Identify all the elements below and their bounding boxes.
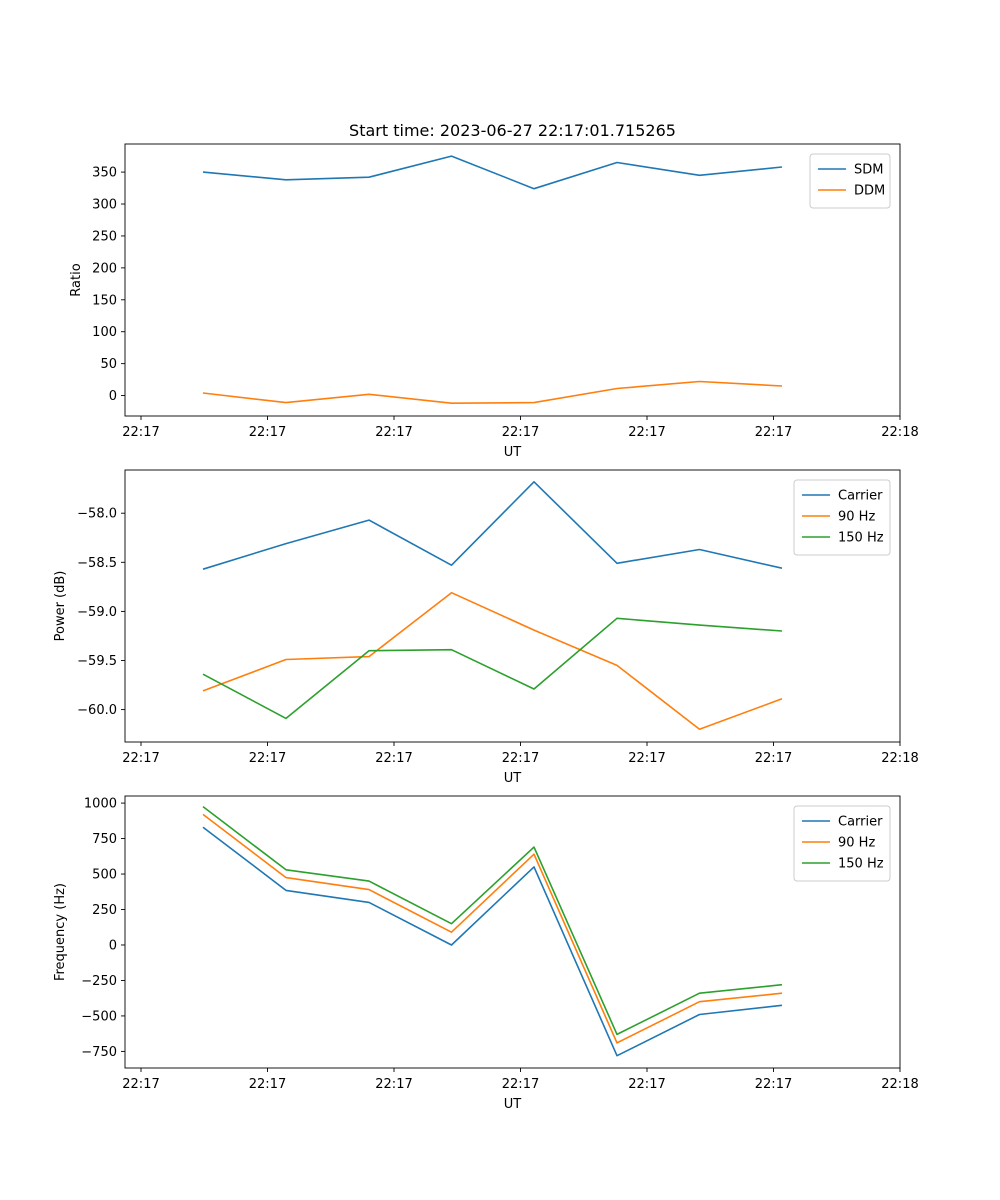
x-tick-label: 22:17 <box>502 1077 539 1092</box>
x-tick-label: 22:17 <box>755 751 792 766</box>
y-tick-label: −58.5 <box>77 556 117 571</box>
y-tick-label: −59.5 <box>77 654 117 669</box>
axes-frame <box>124 795 901 1069</box>
legend: Carrier 90 Hz 150 Hz <box>793 805 891 882</box>
legend-label: Carrier <box>838 815 883 830</box>
x-tick-label: 22:17 <box>628 1077 665 1092</box>
x-tick-label: 22:17 <box>375 751 412 766</box>
chart-panel-2: 22:17 22:17 22:17 22:17 22:17 22:17 22:18 −60.0… <box>53 469 919 786</box>
chart-panel-1: 22:17 22:17 22:17 22:17 22:17 22:17 22:18 0 50 10… <box>69 143 919 460</box>
plots-container: 22:17 22:17 22:17 22:17 22:17 22:17 22:18 0 50 10… <box>53 143 919 1112</box>
y-tick-label: −250 <box>81 974 117 989</box>
x-tick-label: 22:17 <box>375 425 412 440</box>
x-tick-label: 22:17 <box>249 751 286 766</box>
legend-label: 90 Hz <box>838 510 875 525</box>
y-tick-label: −59.0 <box>77 605 117 620</box>
y-tick-label: 350 <box>92 166 117 181</box>
legend-box <box>809 153 891 209</box>
chart-panel-3: 22:17 22:17 22:17 22:17 22:17 22:17 22:18 −750 −… <box>53 795 919 1112</box>
x-tick-label: 22:17 <box>249 1077 286 1092</box>
series-line-150-hz <box>202 805 783 1036</box>
y-tick-label: 0 <box>109 389 117 404</box>
series-line-carrier <box>202 480 783 570</box>
series-line-sdm <box>202 155 783 190</box>
x-tick-label: 22:17 <box>502 751 539 766</box>
legend-label: 150 Hz <box>838 531 884 546</box>
y-tick-label: −500 <box>81 1009 117 1024</box>
series-line-ddm <box>202 380 783 405</box>
y-tick-label: 1000 <box>84 797 117 812</box>
y-tick-label: 250 <box>92 229 117 244</box>
series-line-90-hz <box>202 813 783 1044</box>
legend-label: Carrier <box>838 489 883 504</box>
y-axis-label: Power (dB) <box>53 571 68 642</box>
figure-title: Start time: 2023-06-27 22:17:01.715265 <box>349 121 676 140</box>
axes-frame <box>124 469 901 743</box>
y-tick-label: 250 <box>92 903 117 918</box>
legend-label: SDM <box>854 163 883 178</box>
axes-frame <box>124 143 901 417</box>
y-tick-label: 200 <box>92 261 117 276</box>
series-line-90-hz <box>202 591 783 731</box>
x-tick-label: 22:17 <box>122 425 159 440</box>
y-tick-label: −750 <box>81 1045 117 1060</box>
x-tick-label: 22:18 <box>881 425 918 440</box>
x-tick-label: 22:17 <box>502 425 539 440</box>
x-tick-label: 22:17 <box>122 751 159 766</box>
x-tick-label: 22:18 <box>881 1077 918 1092</box>
y-tick-label: 150 <box>92 293 117 308</box>
series-line-150-hz <box>202 617 783 720</box>
series-line-carrier <box>202 826 783 1057</box>
x-tick-label: 22:17 <box>755 1077 792 1092</box>
y-tick-label: −60.0 <box>77 703 117 718</box>
y-tick-label: 750 <box>92 832 117 847</box>
x-axis-label: UT <box>504 771 522 786</box>
y-tick-label: 0 <box>109 938 117 953</box>
x-axis-label: UT <box>504 1097 522 1112</box>
legend: SDM DDM <box>809 153 891 209</box>
legend-label: 90 Hz <box>838 836 875 851</box>
y-tick-label: 50 <box>100 357 117 372</box>
x-axis-label: UT <box>504 445 522 460</box>
x-tick-label: 22:17 <box>628 751 665 766</box>
x-tick-label: 22:17 <box>249 425 286 440</box>
legend-label: DDM <box>854 184 885 199</box>
x-tick-label: 22:18 <box>881 751 918 766</box>
legend-label: 150 Hz <box>838 857 884 872</box>
x-tick-label: 22:17 <box>755 425 792 440</box>
y-tick-label: 100 <box>92 325 117 340</box>
y-tick-label: 500 <box>92 868 117 883</box>
y-tick-label: −58.0 <box>77 507 117 522</box>
y-tick-label: 300 <box>92 198 117 213</box>
x-tick-label: 22:17 <box>628 425 665 440</box>
x-tick-label: 22:17 <box>122 1077 159 1092</box>
x-tick-label: 22:17 <box>375 1077 412 1092</box>
y-axis-label: Ratio <box>69 263 84 296</box>
y-axis-label: Frequency (Hz) <box>53 883 68 981</box>
legend: Carrier 90 Hz 150 Hz <box>793 479 891 556</box>
